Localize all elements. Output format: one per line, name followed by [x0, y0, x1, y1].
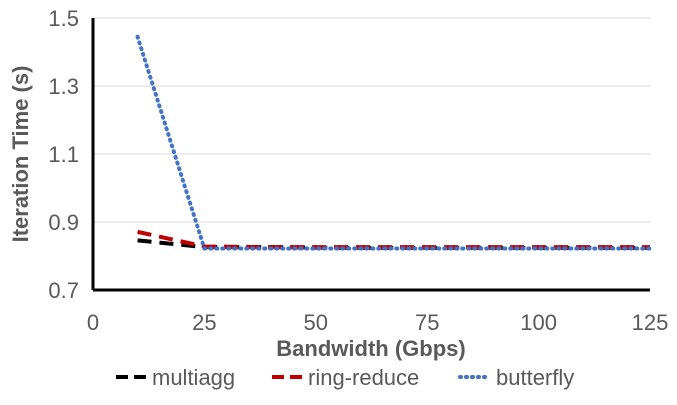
x-tick-label: 50	[304, 310, 328, 335]
y-axis-title: Iteration Time (s)	[8, 66, 33, 243]
x-tick-label: 125	[632, 310, 669, 335]
x-tick-label: 0	[87, 310, 99, 335]
x-tick-label: 25	[192, 310, 216, 335]
y-tick-labels: 0.7 0.9 1.1 1.3 1.5	[48, 6, 79, 303]
y-tick-label: 1.5	[48, 6, 79, 31]
x-tick-label: 100	[520, 310, 557, 335]
legend-label: ring-reduce	[308, 365, 419, 390]
y-tick-label: 0.7	[48, 278, 79, 303]
x-tick-labels: 0 25 50 75 100 125	[87, 310, 668, 335]
series-line-butterfly	[135, 34, 652, 251]
legend: multiagg ring-reduce butterfly	[116, 365, 574, 390]
series-lines	[135, 34, 652, 251]
legend-label: butterfly	[496, 365, 574, 390]
series-line-ring-reduce	[137, 229, 650, 250]
x-tick-label: 75	[415, 310, 439, 335]
y-tick-label: 1.3	[48, 74, 79, 99]
y-tick-label: 1.1	[48, 142, 79, 167]
gridlines	[93, 17, 650, 223]
axes	[91, 18, 650, 292]
legend-label: multiagg	[152, 365, 235, 390]
y-tick-label: 0.9	[48, 210, 79, 235]
x-axis-title: Bandwidth (Gbps)	[276, 336, 465, 361]
